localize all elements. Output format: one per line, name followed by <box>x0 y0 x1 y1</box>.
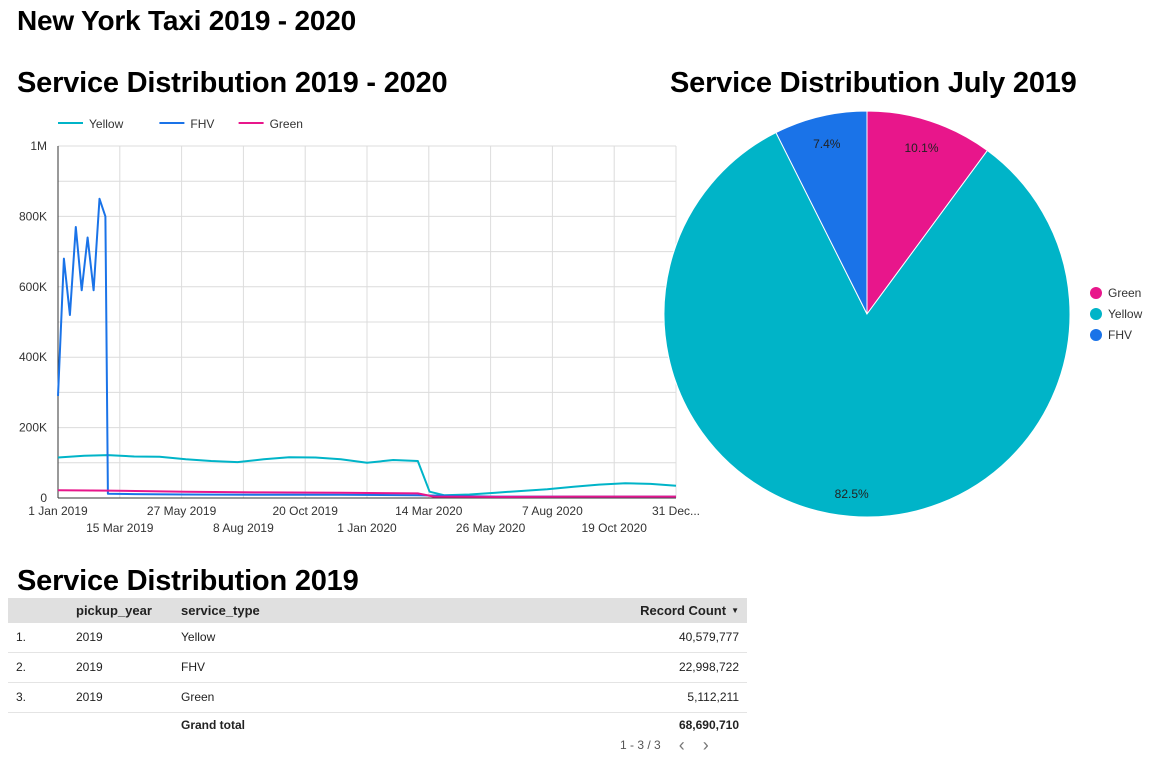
row-number: 2. <box>16 660 27 674</box>
y-tick-label: 0 <box>40 491 47 505</box>
series-line-green <box>57 489 676 498</box>
column-header-service-type[interactable]: service_type <box>181 603 260 618</box>
x-tick-label: 15 Mar 2019 <box>86 521 154 535</box>
pagination-status: 1 - 3 / 3 <box>620 738 661 752</box>
cell-record-count: 22,998,722 <box>678 660 739 674</box>
pie-data-label: 10.1% <box>904 141 938 155</box>
x-tick-label: 19 Oct 2020 <box>582 521 648 535</box>
pie-slice-yellow <box>663 131 1071 518</box>
pie-slice-green <box>866 110 989 316</box>
y-tick-label: 600K <box>19 280 47 294</box>
cell-service-type: Green <box>181 690 215 704</box>
line-chart-legend: Yellow FHV Green <box>58 117 303 131</box>
legend-label-fhv: FHV <box>190 117 214 131</box>
pie-chart[interactable]: 10.1% 82.5% 7.4% Green Yellow FHV <box>655 108 1155 528</box>
x-tick-label: 31 Dec... <box>652 504 700 518</box>
x-tick-label: 14 Mar 2020 <box>395 504 463 518</box>
table-row[interactable]: 3. 2019 Green 5,112,211 <box>8 683 747 713</box>
cell-year: 2019 <box>76 630 103 644</box>
x-tick-label: 8 Aug 2019 <box>213 521 274 535</box>
x-tick-label: 20 Oct 2019 <box>273 504 339 518</box>
legend-label-yellow: Yellow <box>89 117 124 131</box>
series-line-yellow <box>57 454 677 497</box>
next-page-icon[interactable]: › <box>702 735 709 755</box>
line-chart[interactable]: 0 200K 400K 600K 800K 1M 1 Jan 2019 27 May 2019… <box>0 108 720 548</box>
x-tick-label: 1 Jan 2020 <box>337 521 397 535</box>
pie-data-label: 82.5% <box>835 487 869 501</box>
grand-total-label: Grand total <box>181 718 246 732</box>
legend-label-fhv: FHV <box>1108 328 1132 342</box>
cell-service-type: Yellow <box>181 630 216 644</box>
pie-data-label: 7.4% <box>813 137 841 151</box>
legend-label-green: Green <box>1108 286 1141 300</box>
y-tick-label: 400K <box>19 350 47 364</box>
prev-page-icon[interactable]: ‹ <box>678 735 685 755</box>
y-tick-label: 1M <box>30 139 47 153</box>
table-row[interactable]: 1. 2019 Yellow 40,579,777 <box>8 623 747 653</box>
table-title: Service Distribution 2019 <box>17 565 359 597</box>
table-row[interactable]: 2. 2019 FHV 22,998,722 <box>8 653 747 683</box>
grand-total-value: 68,690,710 <box>678 718 739 732</box>
legend-dot-yellow <box>1090 308 1102 320</box>
record-count-label: Record Count <box>640 603 727 618</box>
line-chart-title: Service Distribution 2019 - 2020 <box>17 67 448 99</box>
y-tick-label: 200K <box>19 421 47 435</box>
row-number: 1. <box>16 630 27 644</box>
legend-label-yellow: Yellow <box>1108 307 1143 321</box>
page-title: New York Taxi 2019 - 2020 <box>17 5 356 36</box>
x-tick-label: 7 Aug 2020 <box>522 504 583 518</box>
pie-chart-title: Service Distribution July 2019 <box>670 67 1077 99</box>
table-pagination: 1 - 3 / 3 ‹ › <box>620 736 709 754</box>
legend-dot-fhv <box>1090 329 1102 341</box>
pie-slice-fhv <box>775 110 868 315</box>
x-tick-label: 26 May 2020 <box>456 521 526 535</box>
cell-record-count: 5,112,211 <box>687 690 739 704</box>
cell-year: 2019 <box>76 660 103 674</box>
cell-year: 2019 <box>76 690 103 704</box>
cell-record-count: 40,579,777 <box>678 630 739 644</box>
y-tick-label: 800K <box>19 209 47 223</box>
legend-label-green: Green <box>270 117 303 131</box>
cell-service-type: FHV <box>181 660 205 674</box>
grand-total-row: Grand total 68,690,710 <box>8 713 747 737</box>
column-header-pickup-year[interactable]: pickup_year <box>76 603 152 618</box>
column-header-record-count[interactable]: Record Count ▼ <box>640 598 739 623</box>
service-table: pickup_year service_type Record Count ▼ 1… <box>8 598 747 737</box>
row-number: 3. <box>16 690 27 704</box>
table-header: pickup_year service_type Record Count ▼ <box>8 598 747 623</box>
line-chart-grid <box>57 145 677 499</box>
x-tick-label: 27 May 2019 <box>147 504 217 518</box>
legend-dot-green <box>1090 287 1102 299</box>
x-tick-label: 1 Jan 2019 <box>28 504 88 518</box>
pie-legend: Green Yellow FHV <box>1090 286 1143 342</box>
sort-desc-icon: ▼ <box>731 606 739 615</box>
